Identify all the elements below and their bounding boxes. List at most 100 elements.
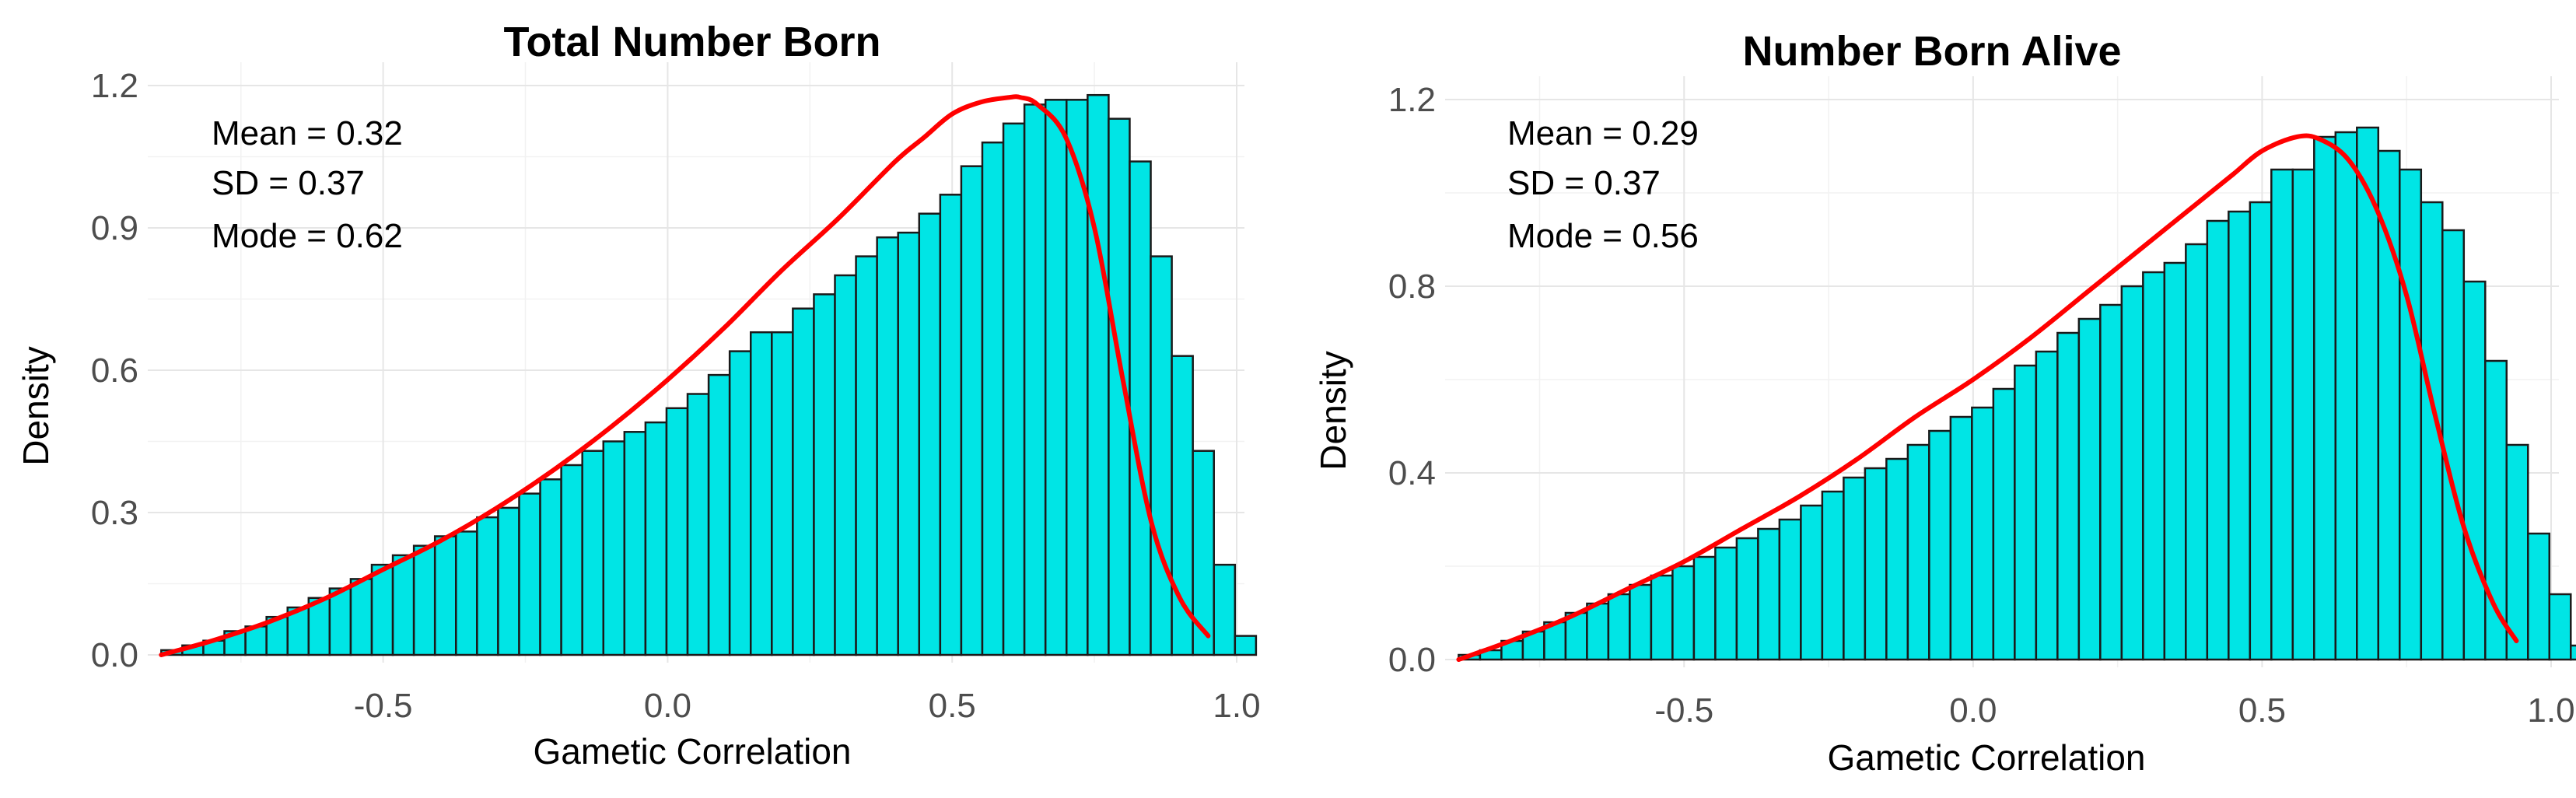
histogram-bar: [813, 293, 836, 656]
panel-total-number-born: Total Number Born Density Gametic Correl…: [16, 19, 1261, 772]
histogram-bar: [455, 530, 478, 656]
y-tick-label: 1.2: [1388, 81, 1436, 119]
histogram-bar: [897, 231, 921, 656]
histogram-bar: [2527, 532, 2551, 661]
histogram-bar: [2249, 201, 2273, 661]
x-tick-label: -0.5: [354, 687, 413, 725]
histogram-bar: [2099, 303, 2123, 661]
histogram-bar: [1150, 255, 1173, 656]
histogram-bar: [665, 407, 689, 656]
histogram-bar: [1671, 565, 1696, 661]
x-tick-label: 1.0: [2527, 691, 2574, 730]
histogram-bar: [2142, 271, 2166, 661]
histogram-bar: [1821, 490, 1845, 661]
histogram-bar: [412, 544, 436, 656]
y-tick-label: 0.4: [1388, 454, 1436, 492]
histogram-bar: [2420, 201, 2444, 661]
histogram-bar: [1087, 93, 1110, 656]
histogram-bar: [1906, 443, 1930, 661]
stat-mode: Mode = 0.56: [1507, 217, 1699, 255]
histogram-bar: [1692, 555, 1717, 661]
histogram-bar: [1129, 160, 1152, 656]
histogram-bar: [855, 255, 878, 656]
histogram-bar: [1971, 406, 1995, 661]
histogram-bar: [749, 331, 773, 656]
y-tick-label: 0.0: [1388, 641, 1436, 679]
histogram-bar: [560, 464, 583, 656]
histogram-bar: [1778, 518, 1802, 661]
histogram-bar: [2228, 210, 2252, 661]
histogram-bar: [1213, 563, 1237, 656]
x-tick-label: 1.0: [1213, 687, 1260, 725]
histogram-bar: [2462, 280, 2487, 661]
histogram-bar: [1023, 103, 1047, 656]
x-tick-label: -0.5: [1654, 691, 1713, 730]
histogram-bar: [918, 212, 942, 656]
histogram-bar: [602, 440, 626, 656]
histogram-bar: [2313, 135, 2337, 661]
histogram-bar: [370, 563, 394, 656]
histogram-bar: [1843, 476, 1867, 661]
histogram-bar: [2270, 168, 2294, 661]
histogram-bar: [2185, 243, 2209, 661]
density-curve-group: [1456, 133, 2519, 662]
histogram-bar: [2548, 593, 2572, 661]
histogram-bar: [1650, 574, 1674, 661]
histogram-bar: [391, 554, 415, 656]
histogram-bar: [497, 506, 520, 656]
y-axis-label: Density: [1313, 351, 1353, 470]
histogram-bar: [1002, 122, 1026, 656]
chart-title: Total Number Born: [504, 19, 881, 65]
y-tick-label: 0.6: [91, 352, 138, 390]
histogram-bar: [307, 597, 331, 656]
stat-mean: Mean = 0.32: [212, 114, 403, 152]
histogram-bar: [792, 307, 815, 656]
histogram-bar: [2056, 331, 2081, 661]
density-curve-group: [159, 94, 1211, 657]
stat-mode: Mode = 0.62: [212, 217, 403, 255]
histogram-bar: [2291, 168, 2315, 661]
histogram-bar: [686, 393, 710, 656]
density-curve: [1456, 133, 2519, 662]
tick-labels: -0.5 0.0 0.5 1.0 0.0 0.4 0.8 1.2: [1388, 81, 2575, 730]
histogram-bar: [2570, 644, 2576, 661]
histogram-bar: [939, 194, 963, 656]
histogram-bar: [1586, 602, 1610, 661]
histogram-bar: [1629, 583, 1653, 661]
histogram-bar: [2484, 359, 2508, 661]
histogram-bar: [1714, 546, 1738, 661]
histogram-bar: [644, 421, 668, 656]
histogram-bar: [1949, 415, 1973, 661]
histogram-bar: [518, 492, 541, 656]
histogram-bar: [876, 236, 899, 656]
histogram-bar: [728, 350, 752, 656]
y-tick-label: 0.8: [1388, 268, 1436, 306]
histogram-bar: [476, 516, 499, 656]
y-tick-label: 0.0: [91, 636, 138, 674]
stat-sd: SD = 0.37: [1507, 164, 1661, 202]
histogram-bar: [2399, 168, 2423, 661]
histogram-bar: [1607, 593, 1631, 661]
stat-sd: SD = 0.37: [212, 164, 365, 202]
histogram-bar: [1521, 630, 1545, 661]
x-tick-label: 0.5: [929, 687, 976, 725]
summary-stats: Mean = 0.29 SD = 0.37 Mode = 0.56: [1507, 114, 1699, 255]
histogram-bar: [433, 535, 457, 656]
y-tick-label: 0.9: [91, 209, 138, 247]
y-axis-label: Density: [16, 346, 56, 465]
histogram-bar: [2014, 364, 2038, 661]
histogram-bar: [2035, 350, 2059, 661]
histogram-bars: [1458, 126, 2576, 661]
histogram-bar: [2120, 285, 2144, 661]
histogram-bar: [1992, 387, 2016, 661]
histogram-bar: [707, 373, 731, 656]
histogram-bar: [2377, 149, 2401, 661]
x-axis-label: Gametic Correlation: [533, 731, 851, 772]
histogram-bar: [2334, 131, 2358, 661]
histogram-bar: [2206, 219, 2230, 661]
histogram-bar: [1735, 537, 1759, 661]
histogram-bar: [1885, 457, 1909, 661]
y-tick-label: 1.2: [91, 67, 138, 105]
histogram-bar: [1044, 99, 1068, 656]
density-curve: [159, 94, 1211, 657]
